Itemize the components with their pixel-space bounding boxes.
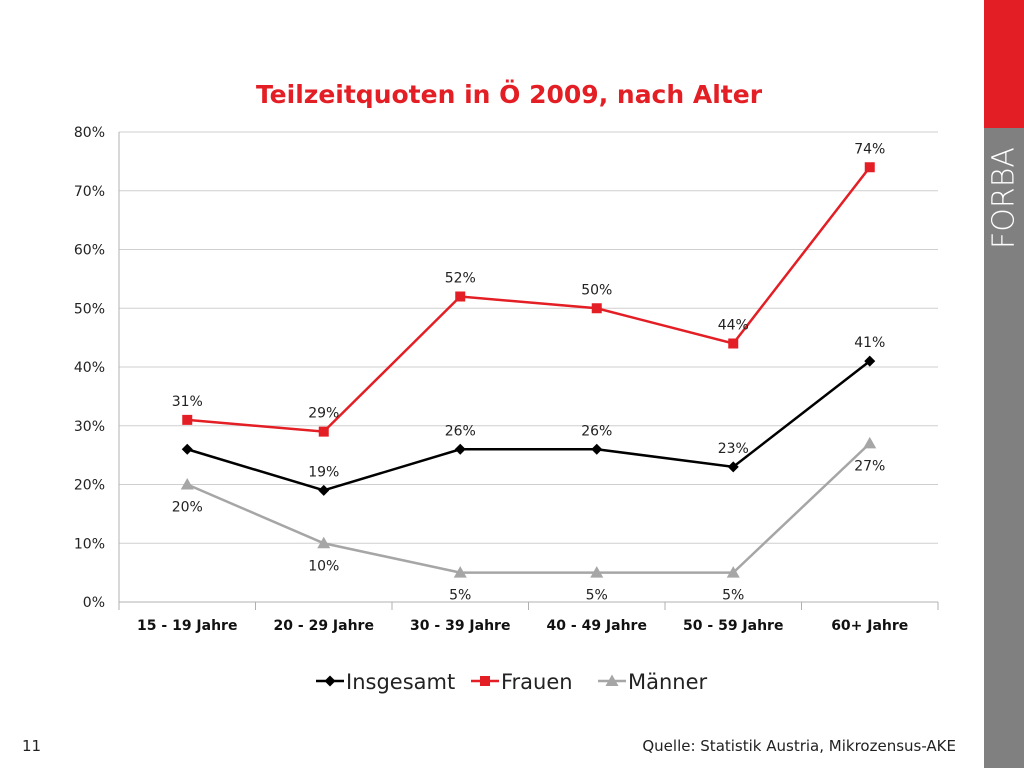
data-label: 44% — [718, 318, 749, 334]
data-point — [453, 566, 467, 578]
line-chart: 0% 10% 20% 30% 40% 50% 60% 70% 80% 15 - 19 Jahre 2… — [74, 125, 939, 694]
data-point — [864, 162, 875, 173]
data-label: 41% — [854, 335, 885, 351]
data-label: 31% — [172, 394, 203, 410]
legend-marker — [480, 676, 490, 686]
side-bar-accent — [984, 0, 1024, 128]
y-tick-label: 0% — [83, 595, 105, 611]
y-tick-label: 30% — [74, 419, 105, 435]
side-bar — [984, 0, 1024, 768]
y-tick-label: 80% — [74, 125, 105, 141]
x-tick-label: 50 - 59 Jahre — [683, 618, 783, 634]
data-point — [318, 426, 329, 437]
data-point — [317, 536, 331, 549]
data-label: 23% — [718, 441, 749, 457]
y-tick-label: 70% — [74, 184, 105, 200]
x-tick-label: 40 - 49 Jahre — [547, 618, 647, 634]
slide-number: 11 — [22, 737, 42, 755]
x-tick-label: 60+ Jahre — [831, 618, 908, 634]
y-tick-label: 40% — [74, 360, 105, 376]
series-line-männer — [186, 442, 871, 574]
chart-title: Teilzeitquoten in Ö 2009, nach Alter — [255, 80, 763, 109]
legend-marker — [324, 675, 336, 687]
y-tick-label: 10% — [74, 536, 105, 552]
data-label: 19% — [308, 464, 339, 480]
data-point — [454, 443, 466, 455]
source-note: Quelle: Statistik Austria, Mikrozensus-A… — [642, 737, 956, 755]
series-line-frauen — [187, 166, 871, 433]
data-label: 27% — [854, 458, 885, 474]
data-point — [590, 566, 604, 578]
data-label: 52% — [445, 271, 476, 287]
data-point — [728, 338, 739, 349]
data-label: 50% — [581, 282, 612, 298]
data-point — [455, 291, 466, 302]
data-point — [726, 566, 740, 578]
legend-marker — [605, 674, 619, 686]
data-point — [863, 436, 877, 449]
data-label: 10% — [308, 558, 339, 574]
logo: FORBA — [986, 147, 1022, 249]
data-label: 26% — [581, 423, 612, 439]
legend-label: Insgesamt — [346, 670, 455, 694]
data-point — [727, 461, 739, 473]
y-tick-label: 50% — [74, 301, 105, 317]
legend-label: Männer — [628, 670, 708, 694]
data-point — [864, 355, 876, 367]
data-point — [181, 443, 193, 455]
x-tick-label: 30 - 39 Jahre — [410, 618, 510, 634]
data-label: 5% — [449, 588, 471, 604]
data-point — [318, 484, 330, 496]
data-point — [591, 443, 603, 455]
x-tick-label: 15 - 19 Jahre — [137, 618, 237, 634]
data-label: 29% — [308, 406, 339, 422]
data-point — [180, 478, 194, 490]
y-tick-label: 60% — [74, 243, 105, 259]
legend-label: Frauen — [501, 670, 573, 694]
data-label: 26% — [445, 423, 476, 439]
data-label: 5% — [586, 588, 608, 604]
y-tick-label: 20% — [74, 478, 105, 494]
data-label: 74% — [854, 141, 885, 157]
series-line-insgesamt — [186, 360, 871, 492]
data-point — [182, 414, 193, 425]
x-tick-label: 20 - 29 Jahre — [274, 618, 374, 634]
data-point — [591, 303, 602, 314]
data-label: 5% — [722, 588, 744, 604]
data-label: 20% — [172, 500, 203, 516]
